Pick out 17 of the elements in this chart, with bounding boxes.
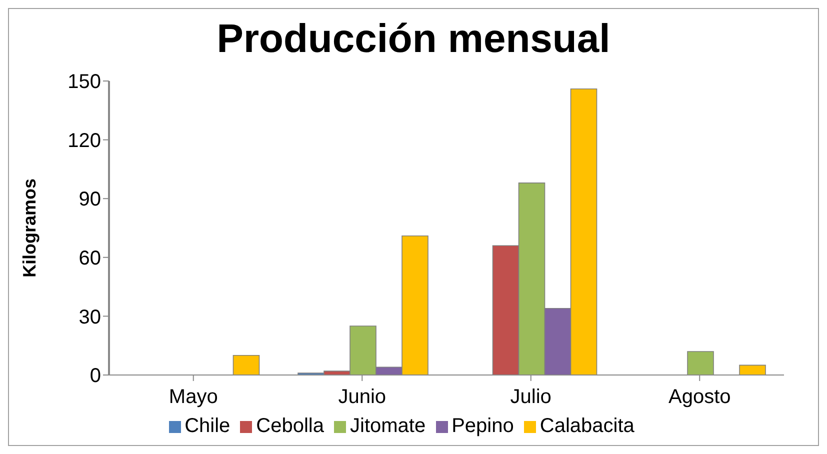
x-tick-label: Mayo bbox=[168, 386, 218, 408]
x-tick-label: Agosto bbox=[668, 386, 731, 408]
y-tick-label: 120 bbox=[68, 130, 101, 152]
y-tick-label: 60 bbox=[78, 248, 101, 270]
y-tick-label: 90 bbox=[78, 188, 101, 211]
y-tick-label: 150 bbox=[68, 71, 101, 94]
x-tick-label: Junio bbox=[338, 386, 386, 408]
y-tick-label: 0 bbox=[90, 365, 101, 388]
x-tick-label: Julio bbox=[510, 386, 552, 408]
y-axis-title: Kilogramos bbox=[19, 178, 40, 278]
legend-label: Pepino bbox=[452, 415, 514, 437]
legend-label: Jitomate bbox=[350, 415, 426, 437]
legend-label: Chile bbox=[184, 415, 230, 437]
legend-label: Cebolla bbox=[256, 415, 324, 437]
chart-title: Producción mensual bbox=[216, 17, 612, 62]
y-tick-label: 30 bbox=[78, 306, 101, 328]
legend-label: Calabacita bbox=[540, 415, 634, 437]
